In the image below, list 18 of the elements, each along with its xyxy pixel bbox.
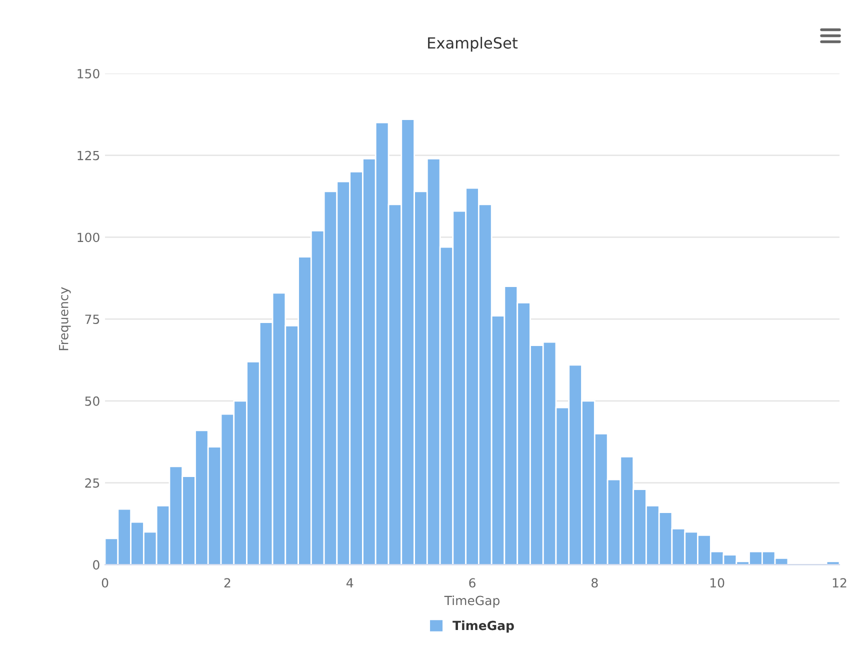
x-tick-label: 2: [224, 578, 230, 588]
x-tick-label: 8: [592, 578, 598, 588]
legend-label: TimeGap: [452, 620, 514, 633]
chart-title: ExampleSet: [428, 36, 518, 52]
y-tick-label: 125: [78, 150, 100, 160]
x-axis-title: TimeGap: [444, 596, 500, 608]
x-tick-label: 12: [832, 578, 846, 588]
y-tick-label: 0: [93, 560, 100, 570]
y-tick-label: 75: [85, 314, 100, 324]
x-tick-label: 0: [102, 578, 108, 588]
y-tick-label: 25: [85, 478, 100, 488]
y-tick-label: 100: [78, 232, 100, 242]
y-axis-title: Frequency: [59, 287, 71, 350]
y-tick-label: 150: [78, 68, 100, 78]
x-tick-label: 10: [710, 578, 724, 588]
x-tick-label: 4: [346, 578, 354, 588]
y-tick-label: 50: [85, 396, 100, 406]
x-tick-label: 6: [469, 578, 476, 588]
